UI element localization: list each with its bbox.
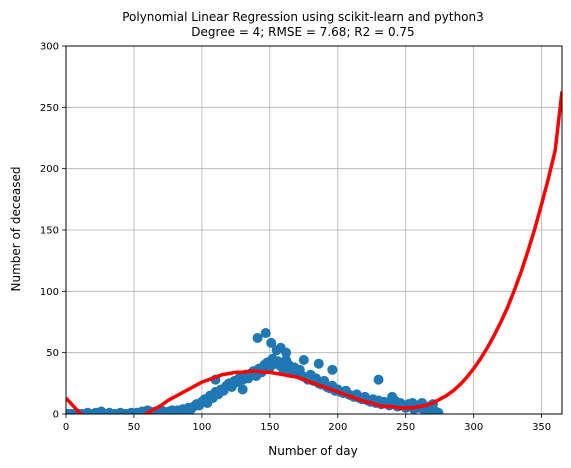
y-tick-label: 150 [40, 226, 59, 237]
chart-subtitle: Degree = 4; RMSE = 7.68; R2 = 0.75 [191, 25, 414, 39]
y-tick-label: 250 [40, 103, 59, 114]
scatter-point [266, 337, 277, 348]
axis-ticks: 0 50 100 150 200 250 300 350 0 50 100 150 200 250 300 [40, 42, 551, 434]
grid [65, 45, 562, 415]
scatter-point [237, 384, 248, 395]
x-tick-label: 50 [128, 422, 141, 433]
x-tick-label: 200 [328, 422, 347, 433]
scatter-point [313, 358, 324, 369]
scatter-point [281, 347, 292, 358]
y-tick-label: 200 [40, 164, 59, 175]
y-tick-label: 0 [53, 410, 59, 421]
y-axis-label: Number of deceased [9, 167, 23, 292]
y-tick-label: 50 [46, 348, 59, 359]
fit-curve [66, 91, 562, 414]
scatter-point [387, 391, 398, 402]
x-tick-label: 100 [192, 422, 211, 433]
scatter-point [260, 328, 271, 339]
x-tick-label: 150 [260, 422, 279, 433]
x-tick-label: 300 [464, 422, 483, 433]
scatter-point [373, 374, 384, 385]
x-tick-label: 250 [396, 422, 415, 433]
scatter-point [407, 397, 418, 408]
x-tick-label: 0 [63, 422, 69, 433]
y-tick-label: 100 [40, 287, 59, 298]
x-axis-label: Number of day [268, 444, 357, 458]
scatter-point [327, 364, 338, 375]
y-tick-label: 300 [40, 42, 59, 53]
fit-series [66, 91, 562, 414]
scatter-point [298, 355, 309, 366]
x-tick-label: 350 [532, 422, 551, 433]
chart-title: Polynomial Linear Regression using sciki… [122, 10, 484, 24]
scatter-point [433, 407, 444, 414]
scatter-point [252, 332, 263, 343]
